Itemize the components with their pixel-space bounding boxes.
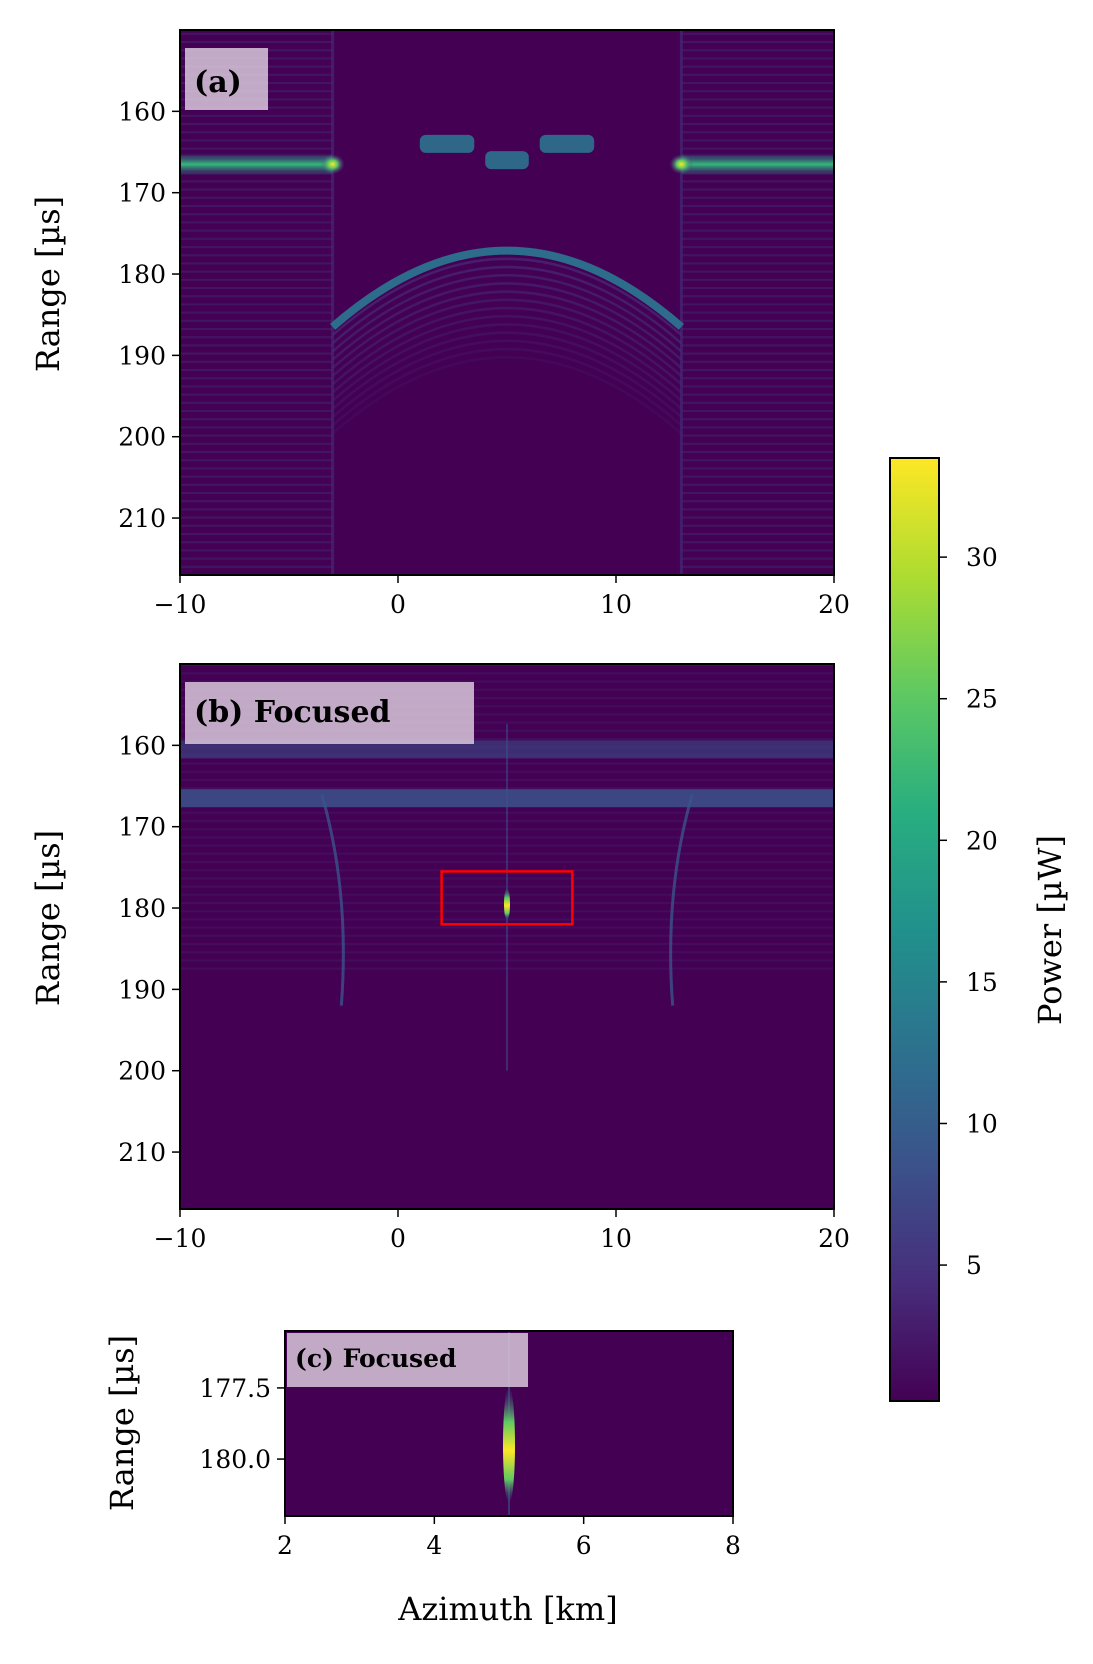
x-tick-label: −10 (154, 1224, 207, 1253)
colorbar-label: Power [µW] (1031, 835, 1069, 1025)
y-tick-label: 170 (118, 813, 166, 842)
x-tick-label: 0 (390, 590, 406, 619)
y-tick-label: 210 (118, 504, 166, 533)
hyperbola-arc (331, 331, 683, 410)
colorbar-tick-label: 10 (966, 1109, 998, 1138)
panel-c-frame (284, 1330, 734, 1517)
colorbar-gradient (890, 458, 939, 1401)
zoom-highlight-box (440, 870, 574, 926)
bright-band (180, 153, 333, 176)
y-tick-label: 180.0 (199, 1445, 271, 1474)
y-tick-label: 210 (118, 1138, 166, 1167)
hyperbola-arc (331, 274, 683, 353)
hyperbola-arc (331, 339, 683, 419)
colorbar: 5 10 15 20 25 30 Power [µW] (889, 457, 1069, 1402)
panel-b-heatmap (180, 664, 834, 1209)
panel-a-y-axis-label: Range [µs] (29, 196, 67, 372)
hot-spot (669, 154, 694, 175)
panel-c-title: (c) Focused (295, 1344, 457, 1373)
panel-c-y-axis: 177.5 180.0 (199, 1374, 285, 1474)
echo-segment (539, 134, 595, 153)
x-tick-label: 4 (426, 1531, 442, 1560)
y-tick-label: 170 (118, 179, 166, 208)
hyperbola-arc (331, 282, 683, 361)
panel-b: −10 0 10 20 160 170 180 190 200 210 Range [µs] (… (29, 663, 850, 1253)
residual-arc (320, 793, 345, 1006)
x-tick-label: 8 (725, 1531, 741, 1560)
panel-c-title-box (287, 1333, 528, 1387)
hyperbola-arc (331, 257, 683, 337)
residual-band (180, 789, 834, 808)
focused-target (504, 887, 510, 920)
y-tick-label: 190 (118, 341, 166, 370)
panel-a-frame (179, 29, 835, 576)
hyperbola-arc (329, 246, 685, 330)
colorbar-tick-label: 25 (966, 685, 998, 714)
hyperbola-arc (331, 290, 683, 369)
y-tick-label: 160 (118, 731, 166, 760)
panel-a-x-axis: −10 0 10 20 (154, 575, 850, 619)
hyperbola-arc (331, 356, 683, 435)
y-tick-label: 200 (118, 1057, 166, 1086)
panel-b-x-axis: −10 0 10 20 (154, 1209, 850, 1253)
panel-b-y-axis: 160 170 180 190 200 210 (118, 731, 180, 1167)
y-tick-label: 180 (118, 894, 166, 923)
focused-target (503, 1386, 515, 1503)
panel-a-title: (a) (194, 65, 242, 100)
sidelobe-stripes (180, 30, 333, 575)
panel-b-y-axis-label: Range [µs] (29, 830, 67, 1006)
residual-arc (669, 793, 694, 1006)
panel-b-frame (179, 663, 835, 1210)
x-tick-label: 10 (600, 590, 632, 619)
x-tick-label: 6 (576, 1531, 592, 1560)
panel-c-x-axis: 2 4 6 8 (277, 1516, 741, 1560)
colorbar-tick-label: 15 (966, 968, 998, 997)
hyperbola-arc (331, 306, 683, 386)
panel-c-y-axis-label: Range [µs] (103, 1335, 141, 1511)
hot-spot (320, 154, 345, 175)
panel-a-y-axis: 160 170 180 190 200 210 (118, 97, 180, 533)
y-tick-label: 200 (118, 423, 166, 452)
panel-b-title-box (185, 682, 474, 744)
panel-c-x-axis-label: Azimuth [km] (397, 1590, 618, 1628)
x-tick-label: 10 (600, 1224, 632, 1253)
x-tick-label: 20 (818, 1224, 850, 1253)
hyperbola-arc (331, 323, 683, 402)
hyperbola-arc (331, 265, 683, 345)
y-tick-label: 160 (118, 97, 166, 126)
echo-segment (485, 151, 529, 170)
bright-band (681, 153, 834, 176)
hyperbola-arc (331, 347, 683, 427)
x-tick-label: 0 (390, 1224, 406, 1253)
y-tick-label: 180 (118, 260, 166, 289)
y-tick-label: 190 (118, 975, 166, 1004)
colorbar-frame (889, 457, 940, 1402)
y-tick-label: 177.5 (199, 1374, 271, 1403)
echo-segment (419, 134, 475, 153)
colorbar-tick-label: 5 (966, 1251, 982, 1280)
colorbar-ticks: 5 10 15 20 25 30 (939, 543, 998, 1280)
colorbar-tick-label: 20 (966, 826, 998, 855)
x-tick-label: 2 (277, 1531, 293, 1560)
sidelobe-stripes (681, 30, 834, 575)
panel-a-title-box (185, 48, 268, 110)
panel-a-heatmap (180, 30, 834, 575)
colorbar-tick-label: 30 (966, 543, 998, 572)
hyperbola-arc (331, 315, 683, 394)
panel-a: −10 0 10 20 160 170 180 190 200 210 Range [µs] (… (29, 29, 850, 619)
panel-b-title: (b) Focused (194, 695, 391, 730)
x-tick-label: −10 (154, 590, 207, 619)
hyperbola-arc (331, 298, 683, 378)
residual-band (180, 740, 834, 759)
x-tick-label: 20 (818, 590, 850, 619)
